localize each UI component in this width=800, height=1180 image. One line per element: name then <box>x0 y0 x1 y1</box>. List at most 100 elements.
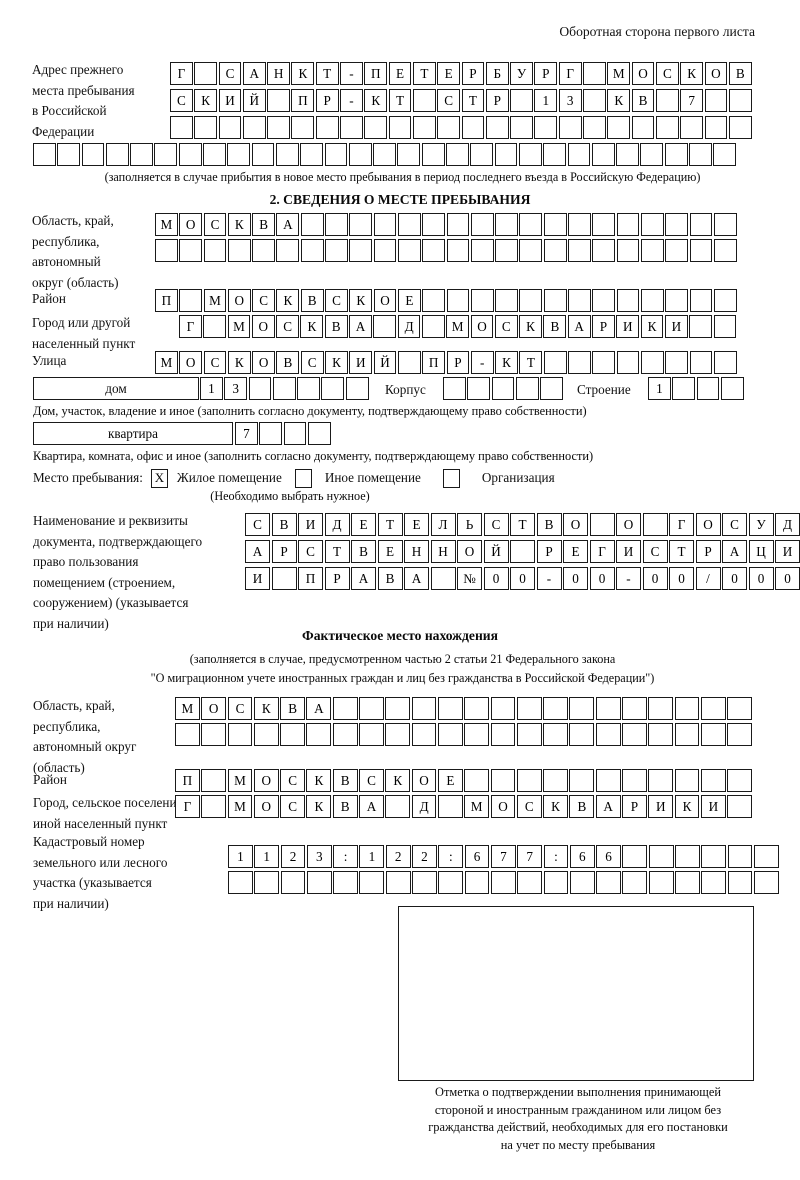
char-cell[interactable] <box>664 143 688 166</box>
char-cell[interactable] <box>227 143 251 166</box>
char-cell[interactable]: Р <box>536 540 562 563</box>
char-cell[interactable]: - <box>536 567 562 590</box>
char-cell[interactable] <box>422 213 446 236</box>
char-cell[interactable] <box>203 239 227 262</box>
char-cell[interactable] <box>689 239 713 262</box>
char-cell[interactable]: О <box>457 540 482 563</box>
char-cell[interactable]: Т <box>388 89 412 112</box>
char-cell[interactable]: В <box>252 213 275 236</box>
char-cell[interactable]: Н <box>267 62 290 85</box>
char-cell[interactable]: М <box>155 213 178 236</box>
char-cell[interactable] <box>178 143 202 166</box>
char-cell[interactable] <box>385 697 411 720</box>
char-cell[interactable] <box>130 143 153 166</box>
char-cell[interactable] <box>495 239 518 262</box>
char-cell[interactable]: К <box>291 62 315 85</box>
char-cell[interactable]: А <box>595 795 621 818</box>
char-cell[interactable]: - <box>616 567 641 590</box>
char-cell[interactable]: В <box>300 289 324 312</box>
char-cell[interactable]: Й <box>242 89 266 112</box>
char-cell[interactable] <box>568 239 591 262</box>
char-cell[interactable] <box>569 697 595 720</box>
char-cell[interactable] <box>543 697 568 720</box>
char-cell[interactable]: К <box>607 89 631 112</box>
char-cell[interactable]: С <box>642 540 668 563</box>
char-cell[interactable]: 7 <box>517 845 543 868</box>
char-cell[interactable]: С <box>276 315 299 338</box>
char-cell[interactable] <box>253 723 279 746</box>
char-cell[interactable] <box>534 116 558 139</box>
char-cell[interactable] <box>373 239 397 262</box>
char-cell[interactable]: С <box>227 697 253 720</box>
previous-address-row-3[interactable] <box>170 116 752 139</box>
char-cell[interactable] <box>568 213 591 236</box>
char-cell[interactable]: П <box>291 89 315 112</box>
char-cell[interactable]: М <box>607 62 631 85</box>
char-cell[interactable] <box>306 871 332 894</box>
char-cell[interactable]: В <box>332 795 358 818</box>
char-cell[interactable]: И <box>298 513 323 536</box>
char-cell[interactable] <box>254 871 280 894</box>
char-cell[interactable]: С <box>203 213 227 236</box>
char-cell[interactable] <box>689 213 713 236</box>
char-cell[interactable]: Г <box>179 315 202 338</box>
char-cell[interactable]: И <box>218 89 242 112</box>
char-cell[interactable]: Е <box>437 62 461 85</box>
char-cell[interactable] <box>543 723 568 746</box>
char-cell[interactable]: Р <box>446 351 470 374</box>
char-cell[interactable] <box>674 723 700 746</box>
char-cell[interactable] <box>727 845 753 868</box>
char-cell[interactable]: Т <box>669 540 694 563</box>
char-cell[interactable] <box>689 351 713 374</box>
char-cell[interactable]: О <box>201 697 227 720</box>
char-cell[interactable] <box>437 116 461 139</box>
char-cell[interactable] <box>179 239 203 262</box>
stay-type-residential-checkbox[interactable]: X <box>150 468 168 488</box>
char-cell[interactable] <box>81 143 105 166</box>
char-cell[interactable]: К <box>349 289 373 312</box>
char-cell[interactable]: - <box>340 89 363 112</box>
char-cell[interactable] <box>665 351 689 374</box>
char-cell[interactable] <box>251 143 275 166</box>
char-cell[interactable] <box>592 239 616 262</box>
char-cell[interactable] <box>616 289 640 312</box>
char-cell[interactable]: К <box>325 351 348 374</box>
char-cell[interactable] <box>583 89 606 112</box>
char-cell[interactable] <box>332 697 358 720</box>
char-cell[interactable] <box>591 143 615 166</box>
char-cell[interactable]: И <box>775 540 800 563</box>
char-cell[interactable]: К <box>306 769 332 792</box>
char-cell[interactable] <box>689 315 713 338</box>
char-cell[interactable] <box>622 769 647 792</box>
char-cell[interactable]: Р <box>622 795 647 818</box>
char-cell[interactable] <box>607 116 631 139</box>
char-cell[interactable] <box>252 239 275 262</box>
char-cell[interactable]: Л <box>430 513 456 536</box>
char-cell[interactable] <box>689 289 713 312</box>
char-cell[interactable]: А <box>359 795 384 818</box>
char-cell[interactable] <box>470 143 494 166</box>
char-cell[interactable] <box>179 289 203 312</box>
char-cell[interactable] <box>397 143 421 166</box>
char-cell[interactable]: Р <box>461 62 485 85</box>
char-cell[interactable] <box>194 116 218 139</box>
char-cell[interactable]: Б <box>485 62 509 85</box>
char-cell[interactable] <box>491 377 515 400</box>
char-cell[interactable] <box>300 143 324 166</box>
char-cell[interactable]: Е <box>351 513 376 536</box>
char-cell[interactable] <box>105 143 129 166</box>
char-cell[interactable]: С <box>298 540 323 563</box>
char-cell[interactable] <box>332 723 358 746</box>
char-cell[interactable] <box>675 845 700 868</box>
char-cell[interactable] <box>648 845 674 868</box>
char-cell[interactable]: С <box>218 62 242 85</box>
char-cell[interactable]: У <box>748 513 774 536</box>
char-cell[interactable]: К <box>194 89 218 112</box>
char-cell[interactable] <box>333 871 358 894</box>
char-cell[interactable] <box>622 697 647 720</box>
char-cell[interactable] <box>648 723 674 746</box>
char-cell[interactable]: В <box>377 567 403 590</box>
char-cell[interactable]: М <box>446 315 470 338</box>
